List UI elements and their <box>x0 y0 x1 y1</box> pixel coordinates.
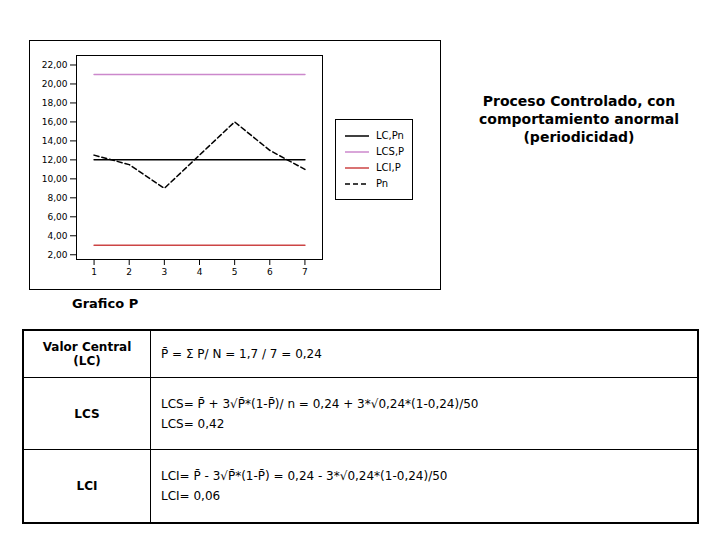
svg-text:12,00: 12,00 <box>42 155 68 165</box>
html-text:LCI= 0,06: LCI= 0,06 <box>161 489 221 504</box>
html-text:Valor Central (LC): Valor Central (LC) <box>42 340 132 368</box>
svg-text:4,00: 4,00 <box>47 231 67 241</box>
html-text:LCS= 0,42: LCS= 0,42 <box>161 416 225 431</box>
html-text:P̄ = Σ P/ N = 1,7 / 7 = 0,24: P̄ = Σ P/ N = 1,7 / 7 = 0,24 <box>161 347 322 361</box>
svg-text:2: 2 <box>126 267 132 277</box>
html-text:LCI: LCI <box>76 479 98 494</box>
svg-text:7: 7 <box>302 267 308 277</box>
svg-text:18,00: 18,00 <box>42 98 68 108</box>
svg-text:20,00: 20,00 <box>42 79 68 89</box>
svg-text:14,00: 14,00 <box>42 136 68 146</box>
svg-text:6,00: 6,00 <box>47 212 67 222</box>
html-text:LCS,P: LCS,P <box>376 146 405 157</box>
html-text:LCS: LCS <box>74 406 100 421</box>
html-text:LCI= P̄ - 3√P̄*(1-P̄) = 0,24 -: LCI= P̄ - 3√P̄*(1-P̄) = 0,24 - 3*√0,24*(… <box>161 469 448 484</box>
html-text:LC,Pn: LC,Pn <box>376 130 404 141</box>
svg-text:22,00: 22,00 <box>42 60 68 70</box>
html-text:Proceso Controlado, con compor: Proceso Controlado, con comportamiento a… <box>479 93 679 146</box>
html-text:LCI,P: LCI,P <box>376 162 401 173</box>
svg-text:4: 4 <box>197 267 203 277</box>
svg-text:8,00: 8,00 <box>47 193 67 203</box>
svg-text:6: 6 <box>267 267 273 277</box>
html-text:Grafico P: Grafico P <box>72 296 139 311</box>
svg-text:2,00: 2,00 <box>47 250 67 260</box>
html-text:LCS= P̄ + 3√P̄*(1-P̄)/ n = 0,2: LCS= P̄ + 3√P̄*(1-P̄)/ n = 0,24 + 3*√0,2… <box>161 396 479 411</box>
svg-text:1: 1 <box>91 267 97 277</box>
svg-text:16,00: 16,00 <box>42 117 68 127</box>
svg-text:3: 3 <box>161 267 167 277</box>
svg-text:10,00: 10,00 <box>42 174 68 184</box>
html-text:Pn: Pn <box>376 178 389 189</box>
svg-text:5: 5 <box>232 267 238 277</box>
